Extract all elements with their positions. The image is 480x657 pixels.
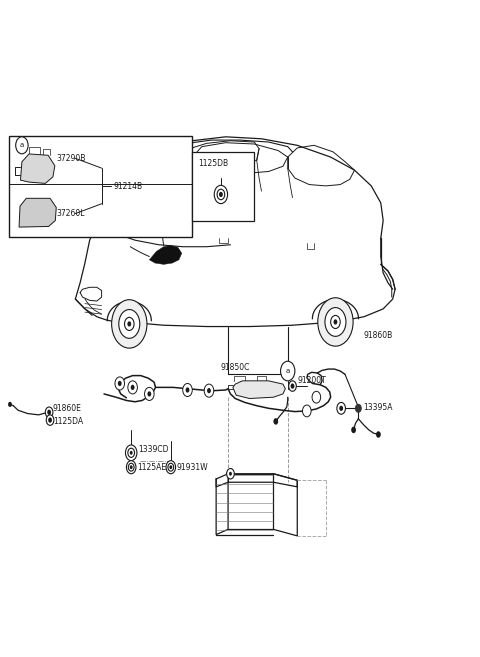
Circle shape: [312, 392, 321, 403]
Text: 91860B: 91860B: [363, 330, 392, 340]
Text: 1125AE: 1125AE: [137, 463, 166, 472]
Text: a: a: [286, 368, 290, 374]
Circle shape: [46, 415, 54, 425]
Polygon shape: [21, 154, 55, 183]
Circle shape: [325, 307, 346, 336]
Circle shape: [334, 319, 337, 325]
Circle shape: [130, 451, 132, 455]
Text: 91200T: 91200T: [297, 376, 326, 386]
Circle shape: [119, 309, 140, 338]
Text: 91860E: 91860E: [53, 404, 82, 413]
Circle shape: [45, 407, 53, 417]
Circle shape: [124, 317, 134, 330]
Text: 1339CD: 1339CD: [138, 445, 168, 454]
Circle shape: [288, 381, 296, 392]
Circle shape: [219, 192, 223, 197]
Circle shape: [112, 300, 147, 348]
Text: 91850C: 91850C: [221, 363, 250, 373]
Circle shape: [318, 298, 353, 346]
Circle shape: [118, 381, 121, 386]
Circle shape: [339, 406, 343, 411]
Circle shape: [274, 418, 278, 424]
Text: 1125DB: 1125DB: [198, 159, 228, 168]
Circle shape: [131, 385, 134, 390]
Circle shape: [144, 388, 154, 401]
Circle shape: [376, 431, 381, 438]
Circle shape: [204, 384, 214, 397]
Circle shape: [8, 402, 12, 407]
Circle shape: [281, 361, 295, 381]
Text: 1125DA: 1125DA: [53, 417, 83, 426]
Text: a: a: [20, 143, 24, 148]
Circle shape: [186, 388, 190, 393]
Circle shape: [128, 381, 137, 394]
Circle shape: [115, 377, 124, 390]
Circle shape: [147, 392, 151, 397]
Text: 37260L: 37260L: [56, 209, 85, 218]
Text: 13395A: 13395A: [363, 403, 393, 411]
Circle shape: [207, 388, 211, 394]
Circle shape: [302, 405, 311, 417]
Circle shape: [217, 189, 225, 200]
Circle shape: [128, 448, 134, 457]
Circle shape: [126, 461, 136, 474]
Circle shape: [128, 463, 134, 471]
Bar: [9, 135, 192, 237]
Circle shape: [356, 405, 361, 412]
Circle shape: [48, 417, 52, 422]
Circle shape: [331, 315, 340, 328]
Circle shape: [125, 445, 137, 461]
Circle shape: [16, 137, 28, 154]
Circle shape: [130, 465, 132, 469]
Circle shape: [183, 384, 192, 397]
Circle shape: [229, 472, 232, 476]
Circle shape: [351, 426, 356, 433]
Polygon shape: [19, 198, 56, 227]
Circle shape: [127, 321, 131, 327]
Polygon shape: [149, 246, 182, 264]
Circle shape: [169, 465, 172, 469]
Text: 91214B: 91214B: [114, 182, 143, 191]
Circle shape: [337, 403, 346, 414]
Circle shape: [168, 463, 174, 471]
Text: 91931W: 91931W: [176, 463, 208, 472]
Circle shape: [214, 185, 228, 204]
Circle shape: [290, 384, 294, 389]
Circle shape: [47, 409, 51, 415]
Polygon shape: [233, 381, 285, 399]
Bar: [192, 152, 254, 221]
Text: 37290B: 37290B: [56, 154, 85, 163]
Circle shape: [166, 461, 176, 474]
Circle shape: [227, 468, 234, 479]
